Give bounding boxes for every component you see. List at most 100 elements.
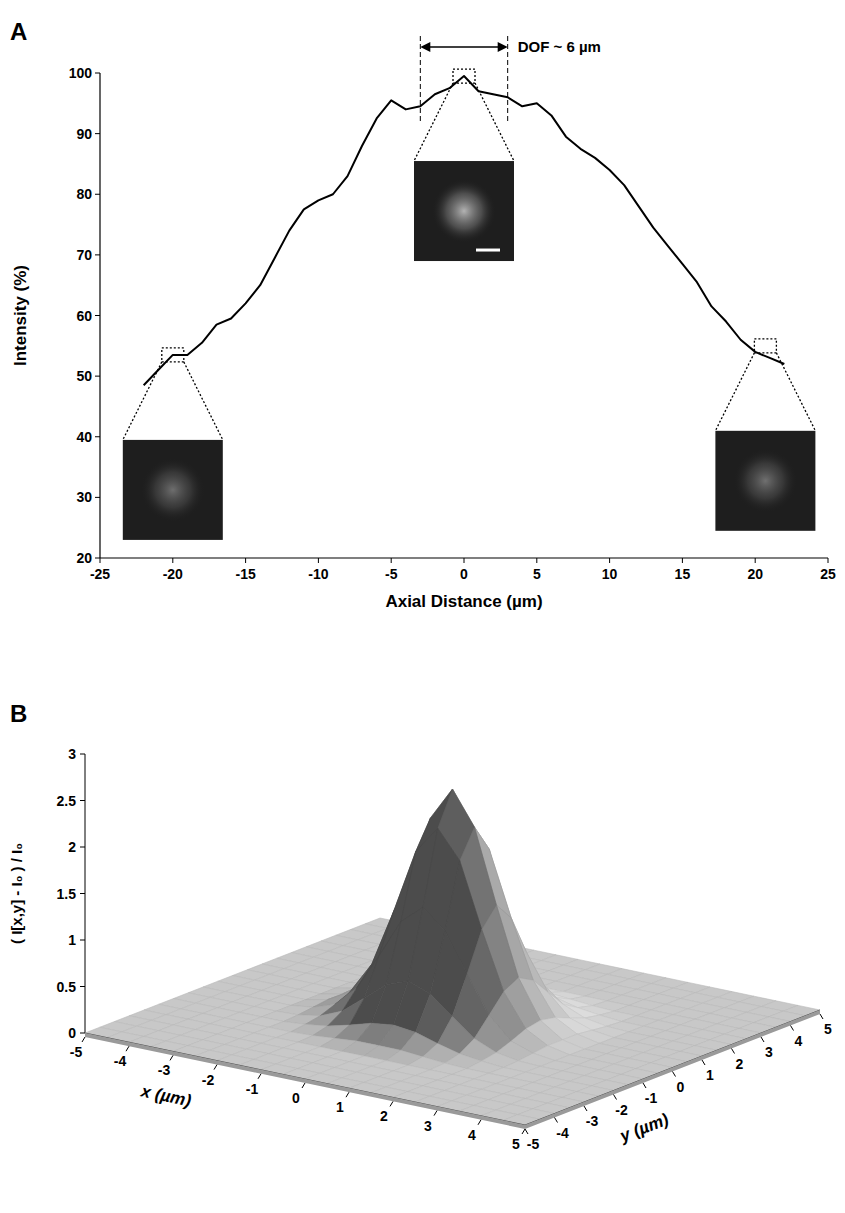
inset-marker bbox=[754, 339, 776, 353]
y-tick bbox=[95, 436, 100, 437]
x-tick-label: -20 bbox=[163, 566, 183, 582]
y-tick-label: 70 bbox=[76, 247, 92, 263]
x-tick-label: 15 bbox=[675, 566, 691, 582]
inset-leader bbox=[715, 353, 754, 431]
z-tick bbox=[80, 847, 85, 848]
y-tick-label: 2 bbox=[736, 1056, 744, 1072]
x-tick bbox=[682, 558, 683, 563]
x-tick bbox=[434, 1111, 437, 1116]
inset-spot bbox=[733, 449, 797, 513]
x-tick-label: -5 bbox=[70, 1044, 83, 1060]
z-tick bbox=[80, 800, 85, 801]
y-tick bbox=[95, 558, 100, 559]
z-tick bbox=[80, 940, 85, 941]
y-tick-label: 100 bbox=[69, 65, 93, 81]
dof-bound bbox=[420, 36, 421, 122]
z-tick-label: 3 bbox=[68, 746, 76, 762]
x-tick bbox=[302, 1083, 305, 1088]
y-tick-label: 40 bbox=[76, 429, 92, 445]
x-tick bbox=[214, 1065, 217, 1070]
inset-spot bbox=[432, 179, 496, 243]
x-tick bbox=[100, 558, 101, 563]
x-tick bbox=[82, 1037, 85, 1042]
arrow-head bbox=[420, 42, 430, 52]
x-tick-label: 1 bbox=[336, 1099, 344, 1115]
dof-bound bbox=[507, 36, 508, 122]
x-tick-label: -10 bbox=[308, 566, 328, 582]
x-tick bbox=[245, 558, 246, 563]
z-tick-label: 2.5 bbox=[57, 793, 77, 809]
surface bbox=[85, 789, 820, 1125]
y-tick-label: 5 bbox=[824, 1021, 832, 1037]
x-tick-label: -15 bbox=[235, 566, 255, 582]
y-tick bbox=[95, 73, 100, 74]
z-tick bbox=[80, 754, 85, 755]
y-tick-label: 80 bbox=[76, 186, 92, 202]
y-tick bbox=[614, 1095, 617, 1100]
panel-b: B00.511.522.53( I[x,y] - I₀ ) / I₀-5-4-3… bbox=[8, 700, 832, 1152]
y-tick bbox=[95, 133, 100, 134]
x-tick-label: 25 bbox=[820, 566, 836, 582]
y-tick bbox=[791, 1026, 794, 1031]
panel-label: B bbox=[10, 700, 27, 727]
x-tick-label: 5 bbox=[512, 1136, 520, 1152]
panel-label: A bbox=[10, 18, 27, 45]
y-tick bbox=[702, 1060, 705, 1065]
x-tick bbox=[391, 558, 392, 563]
z-tick bbox=[80, 893, 85, 894]
y-tick bbox=[95, 254, 100, 255]
y-tick-label: 20 bbox=[76, 550, 92, 566]
dof-arrow bbox=[428, 46, 499, 48]
x-axis-title: x (µm) bbox=[139, 1081, 194, 1110]
inset bbox=[123, 348, 223, 540]
x-tick-label: 0 bbox=[460, 566, 468, 582]
y-tick-label: 50 bbox=[76, 368, 92, 384]
y-tick-label: -4 bbox=[556, 1125, 569, 1141]
inset-leader bbox=[776, 353, 815, 431]
z-tick-label: 0 bbox=[68, 1025, 76, 1041]
x-tick bbox=[536, 558, 537, 563]
y-tick-label: 60 bbox=[76, 308, 92, 324]
x-tick bbox=[390, 1101, 393, 1106]
x-tick bbox=[478, 1120, 481, 1125]
y-tick bbox=[95, 315, 100, 316]
y-tick-label: -1 bbox=[645, 1090, 658, 1106]
y-axis-title: y (µm) bbox=[616, 1109, 671, 1145]
plot-area bbox=[144, 76, 785, 385]
floor-edge bbox=[85, 1010, 820, 1129]
inset-leader bbox=[184, 362, 223, 440]
z-tick-label: 2 bbox=[68, 839, 76, 855]
y-tick bbox=[95, 194, 100, 195]
inset-image bbox=[414, 161, 514, 261]
x-tick bbox=[172, 558, 173, 563]
inset bbox=[715, 339, 815, 531]
y-tick bbox=[95, 497, 100, 498]
x-tick bbox=[318, 558, 319, 563]
y-tick-label: 30 bbox=[76, 489, 92, 505]
x-tick-label: 5 bbox=[533, 566, 541, 582]
x-tick bbox=[522, 1129, 525, 1134]
y-tick-label: -3 bbox=[586, 1113, 599, 1129]
scale-bar bbox=[476, 249, 500, 252]
x-tick bbox=[464, 558, 465, 563]
x-tick-label: -1 bbox=[246, 1081, 259, 1097]
inset-leader bbox=[123, 362, 162, 440]
x-tick bbox=[170, 1055, 173, 1060]
x-tick-label: -5 bbox=[385, 566, 398, 582]
y-tick-label: 1 bbox=[706, 1067, 714, 1083]
y-tick bbox=[555, 1118, 558, 1123]
inset-leader bbox=[475, 83, 514, 161]
y-tick-label: 4 bbox=[795, 1033, 803, 1049]
y-tick bbox=[584, 1106, 587, 1111]
inset-spot bbox=[141, 458, 205, 522]
inset-marker bbox=[453, 69, 475, 83]
y-axis-title: Intensity (%) bbox=[11, 265, 30, 366]
z-tick-label: 1.5 bbox=[57, 886, 77, 902]
x-tick bbox=[755, 558, 756, 563]
x-tick-label: 10 bbox=[602, 566, 618, 582]
x-tick bbox=[828, 558, 829, 563]
inset-image bbox=[123, 440, 223, 540]
y-tick bbox=[673, 1072, 676, 1077]
x-tick bbox=[126, 1046, 129, 1051]
y-tick-label: 3 bbox=[765, 1044, 773, 1060]
